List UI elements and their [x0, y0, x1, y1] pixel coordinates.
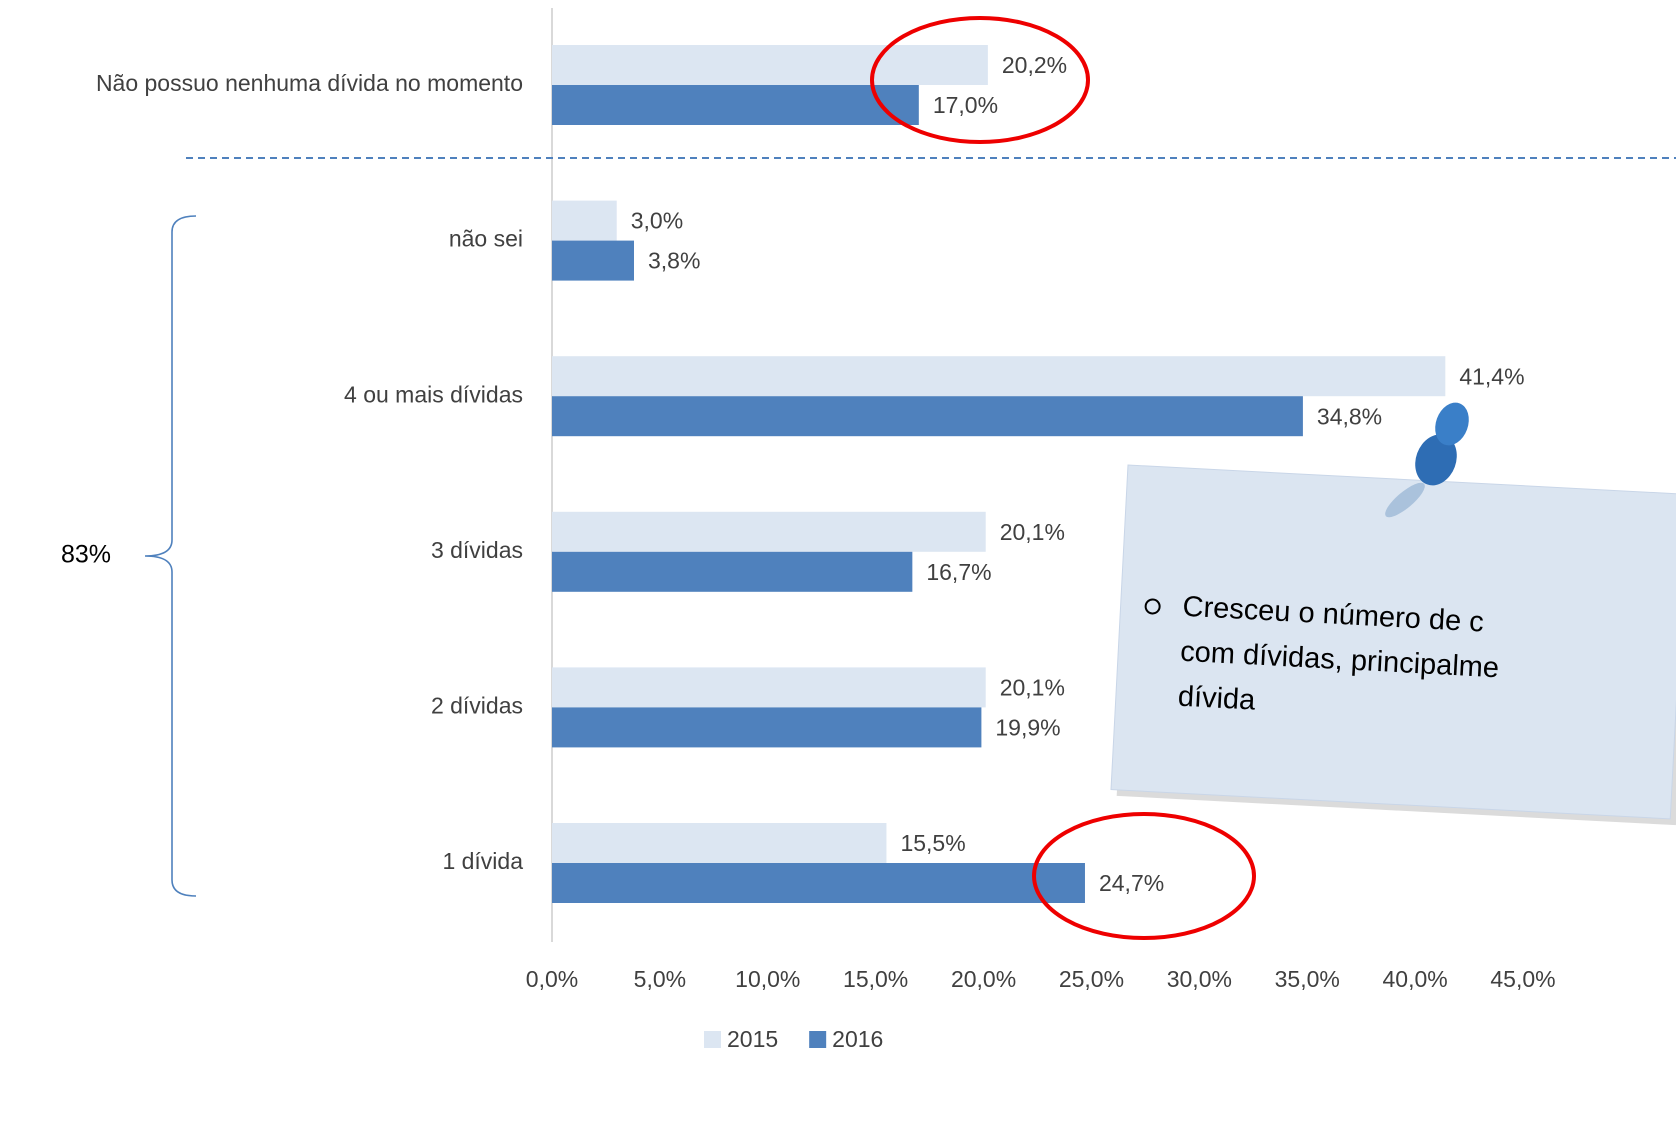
value-label: 3,8%	[648, 248, 700, 274]
bracket	[145, 216, 196, 896]
bar	[552, 45, 988, 85]
page: 83% 0,0% 5,0% 10,0% 15,0% 20,0% 25,0% 30,0% 35,…	[0, 0, 1676, 1123]
bar	[552, 512, 986, 552]
legend-label: 2015	[727, 1026, 778, 1052]
value-label: 20,1%	[1000, 519, 1065, 545]
bar	[552, 201, 617, 241]
bar	[552, 863, 1085, 903]
value-label: 19,9%	[995, 714, 1060, 740]
bar	[552, 356, 1445, 396]
bar	[552, 552, 912, 592]
value-label: 20,2%	[1002, 52, 1067, 78]
legend-label: 2016	[832, 1026, 883, 1052]
note-line: dívida	[1177, 681, 1257, 717]
x-tick-label: 30,0%	[1167, 966, 1232, 992]
y-tick-label: Não possuo nenhuma dívida no momento	[96, 70, 523, 96]
x-tick-label: 20,0%	[951, 966, 1016, 992]
x-tick-label: 45,0%	[1490, 966, 1555, 992]
value-label: 41,4%	[1459, 363, 1524, 389]
x-tick-label: 40,0%	[1383, 966, 1448, 992]
value-label: 20,1%	[1000, 674, 1065, 700]
value-label: 34,8%	[1317, 403, 1382, 429]
chart: 83% 0,0% 5,0% 10,0% 15,0% 20,0% 25,0% 30,0% 35,…	[0, 0, 1676, 1123]
x-tick-label: 0,0%	[526, 966, 578, 992]
bar	[552, 85, 919, 125]
x-tick-label: 5,0%	[634, 966, 686, 992]
value-label: 17,0%	[933, 92, 998, 118]
sticky-note: Cresceu o número de c com dívidas, princ…	[1111, 465, 1676, 825]
value-label: 3,0%	[631, 208, 683, 234]
value-label: 24,7%	[1099, 870, 1164, 896]
x-tick-label: 15,0%	[843, 966, 908, 992]
bar	[552, 241, 634, 281]
x-tick-label: 10,0%	[735, 966, 800, 992]
y-tick-label: 4 ou mais dívidas	[344, 381, 523, 407]
value-label: 15,5%	[900, 830, 965, 856]
y-tick-label: 3 dívidas	[431, 537, 523, 563]
bracket-label: 83%	[61, 541, 111, 569]
x-tick-label: 25,0%	[1059, 966, 1124, 992]
x-tick-label: 35,0%	[1275, 966, 1340, 992]
bar	[552, 823, 886, 863]
y-tick-label: não sei	[449, 226, 523, 252]
bar	[552, 667, 986, 707]
legend-swatch	[704, 1031, 721, 1048]
legend-swatch	[809, 1031, 826, 1048]
y-tick-label: 1 dívida	[442, 848, 523, 874]
bar	[552, 707, 981, 747]
y-tick-label: 2 dívidas	[431, 692, 523, 718]
value-label: 16,7%	[926, 559, 991, 585]
bar	[552, 396, 1303, 436]
